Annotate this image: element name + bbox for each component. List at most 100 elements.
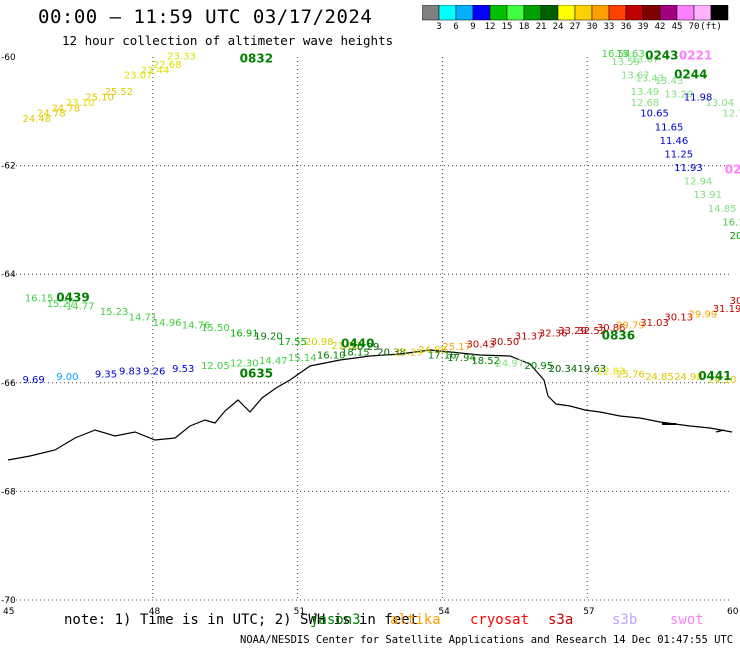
- wave-height-value: 30.43: [467, 340, 496, 351]
- color-scale-swatch: [591, 5, 610, 21]
- wave-height-value: 29.79: [616, 321, 645, 332]
- wave-height-value: 14.96: [153, 318, 182, 329]
- color-scale-swatch: [422, 5, 440, 21]
- wave-height-value: 16.91: [230, 329, 259, 340]
- color-scale-label: 42: [654, 22, 666, 32]
- wave-height-value: 13.67: [621, 71, 650, 82]
- wave-height-value: 14.76: [182, 321, 211, 332]
- legend-item-s3b: s3b: [612, 612, 638, 628]
- wave-height-value: 23.29: [394, 348, 423, 359]
- wave-height-value: 20: [730, 231, 740, 242]
- color-scale-label: 24: [552, 22, 564, 32]
- color-scale-swatch: [557, 5, 576, 21]
- page-title: 00:00 – 11:59 UTC 03/17/2024: [38, 6, 373, 28]
- wave-height-value: 22.83: [597, 367, 626, 378]
- wave-height-value: 24.85: [645, 372, 674, 383]
- color-scale-label: 33: [603, 22, 615, 32]
- wave-height-value: 30.50: [491, 337, 520, 348]
- wave-height-value: 20.95: [524, 361, 553, 372]
- color-scale-label: 15: [501, 22, 513, 32]
- wave-height-value: 31.37: [515, 331, 544, 342]
- wave-height-value: 11.46: [660, 136, 689, 147]
- color-scale-swatch: [574, 5, 593, 21]
- legend-item-cryosat: cryosat: [470, 612, 530, 628]
- pass-time-label: 0244: [674, 68, 707, 82]
- wave-height-value: 15.63: [616, 49, 645, 60]
- color-scale-label: 18: [518, 22, 530, 32]
- lat-label: -60: [1, 53, 16, 63]
- wave-height-value: 31.19: [713, 304, 740, 315]
- wave-height-value: 15.14: [288, 353, 317, 364]
- color-scale-swatch: [506, 5, 525, 21]
- wave-height-value: 24.88: [418, 345, 447, 356]
- pass-time-label: 0440: [341, 337, 374, 351]
- wave-height-value: 12.68: [631, 98, 660, 109]
- color-scale-swatch: [455, 5, 474, 21]
- lat-label: -68: [1, 487, 16, 497]
- wave-height-value: 13.29: [664, 90, 693, 101]
- wave-height-value: 15.50: [201, 323, 230, 334]
- color-scale-swatch: [608, 5, 627, 21]
- wave-height-value: 13.43: [655, 76, 684, 87]
- pass-time-label: 0221: [679, 49, 712, 63]
- color-scale-swatch: [438, 5, 457, 21]
- wave-height-value: 16.1: [722, 217, 740, 228]
- wave-height-value: 13.67: [631, 54, 660, 65]
- wave-height-value: 9.26: [143, 367, 165, 378]
- wave-height-value: 13.49: [631, 87, 660, 98]
- wave-height-value: 20.98: [305, 337, 334, 348]
- wave-height-value: 13.04: [705, 98, 734, 109]
- lat-label: -64: [1, 270, 16, 280]
- wave-height-value: 11.65: [655, 122, 684, 133]
- wave-height-value: 25.10: [85, 92, 114, 103]
- wave-height-value: 24.78: [37, 109, 66, 120]
- wave-height-value: 9.83: [119, 367, 141, 378]
- wave-height-value: 25.76: [616, 369, 645, 380]
- wave-height-value: 23.10: [66, 98, 95, 109]
- wave-height-value: 17.16: [428, 350, 457, 361]
- lat-label: -62: [1, 162, 16, 172]
- wave-height-value: 16.54: [602, 49, 631, 60]
- color-scale-swatch: [523, 5, 542, 21]
- wave-height-value: 24.97: [495, 359, 524, 370]
- wave-height-value: 9.35: [95, 369, 117, 380]
- color-scale-label: 21: [535, 22, 547, 32]
- pass-time-label: 0635: [240, 366, 273, 380]
- wave-height-value: 11.98: [684, 92, 713, 103]
- wave-height-value: 12.94: [684, 177, 713, 188]
- color-scale-label: 12: [484, 22, 496, 32]
- antarctic-coastline: [7, 349, 733, 461]
- wave-height-value: 12.30: [230, 359, 259, 370]
- wave-height-value: 19.20: [254, 331, 283, 342]
- legend-item-s3a: s3a: [548, 612, 574, 628]
- lon-label: 48: [149, 607, 161, 617]
- wave-height-value: 21.05: [331, 341, 360, 352]
- color-scale-swatch: [472, 5, 491, 21]
- color-scale-label: 36: [620, 22, 632, 32]
- wave-height-value: 23.44: [141, 65, 170, 76]
- wave-height-value: 23.33: [167, 52, 196, 63]
- lon-label: 57: [583, 607, 594, 617]
- color-scale-label: 6: [453, 22, 459, 32]
- lat-label: -66: [1, 379, 16, 389]
- wave-height-value: 25.52: [105, 87, 134, 98]
- color-scale-swatch: [659, 5, 678, 21]
- wave-height-value: 14.77: [66, 301, 95, 312]
- wave-height-value: 14.85: [708, 204, 737, 215]
- lon-label: 60: [727, 607, 739, 617]
- wave-height-value: 16.10: [317, 350, 346, 361]
- pass-time-label: 0836: [602, 328, 635, 342]
- wave-height-value: 16.15: [25, 293, 54, 304]
- page-subtitle: 12 hour collection of altimeter wave hei…: [62, 33, 394, 48]
- wave-height-value: 32.52: [578, 326, 607, 337]
- note-text: note: 1) Time is in UTC; 2) SWH is in fe…: [64, 612, 419, 628]
- wave-height-value: 11.25: [664, 149, 693, 160]
- color-scale-swatch: [693, 5, 712, 21]
- color-scale-label: 39: [637, 22, 649, 32]
- color-scale-label: 3: [436, 22, 442, 32]
- wave-height-value: 22.68: [153, 60, 182, 71]
- coastline-islet: [715, 429, 725, 433]
- wave-height-value: 29.99: [689, 310, 718, 321]
- color-scale-label: 9: [470, 22, 476, 32]
- pass-time-label: 0439: [56, 290, 89, 304]
